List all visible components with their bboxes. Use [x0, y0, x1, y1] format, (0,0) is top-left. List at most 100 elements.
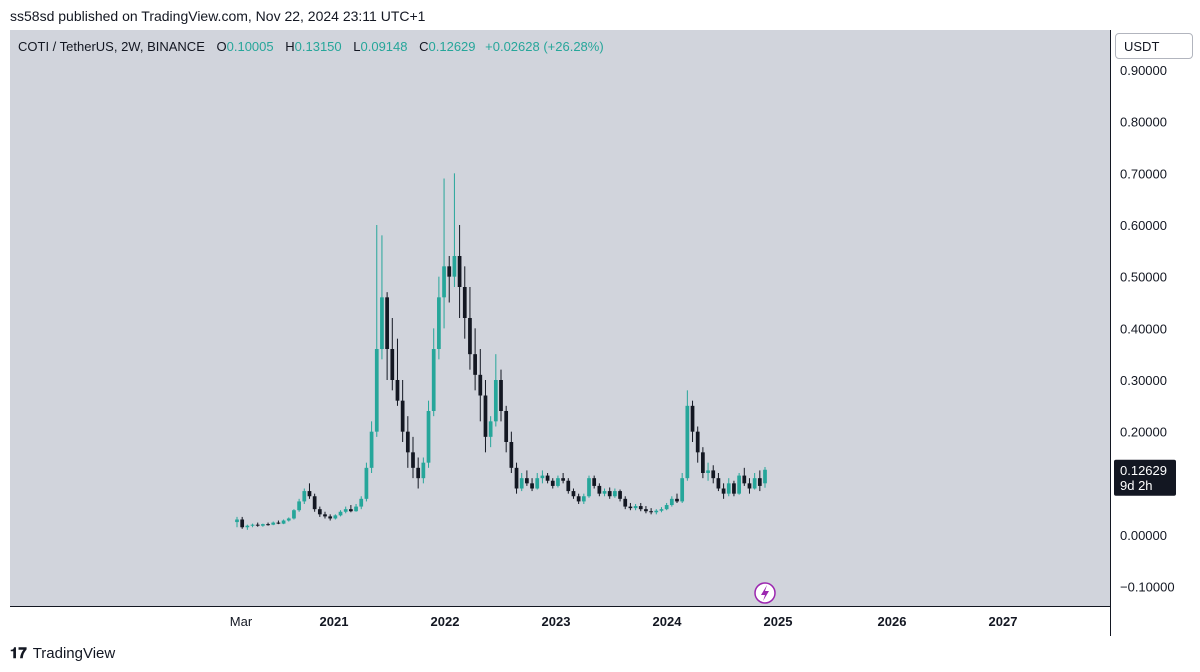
candle-body: [442, 266, 446, 298]
candle-body: [354, 506, 358, 512]
candle-body: [245, 525, 250, 528]
time-tick-label: 2022: [431, 614, 460, 629]
candle-body: [364, 467, 369, 499]
candle-body: [400, 400, 405, 432]
candle-body: [737, 475, 741, 494]
candle-body: [545, 475, 550, 481]
time-tick-label: Mar: [230, 614, 253, 629]
candle-body: [664, 505, 669, 510]
symbol-title: COTI / TetherUS, 2W, BINANCE: [18, 39, 205, 54]
candle-body: [695, 431, 700, 453]
candle-body: [530, 483, 534, 489]
price-tick-label: 0.30000: [1120, 373, 1167, 388]
candle-body: [669, 498, 674, 506]
candle-body: [240, 519, 245, 528]
candle-body: [292, 510, 296, 519]
symbol-legend: COTI / TetherUS, 2W, BINANCE O0.10005 H0…: [18, 39, 604, 54]
candle-body: [623, 498, 628, 507]
candle-body: [726, 483, 731, 494]
candle-body: [359, 498, 364, 507]
candle-body: [602, 491, 607, 494]
high-label: H: [285, 39, 295, 54]
candle-body: [597, 485, 602, 494]
candle-body: [519, 478, 524, 489]
candle-body: [312, 496, 317, 510]
price-tick-label: 0.80000: [1120, 115, 1167, 130]
candle-body: [525, 478, 529, 484]
candle-body: [462, 287, 467, 318]
change-value: +0.02628 (+26.28%): [485, 39, 604, 54]
candle-body: [333, 515, 338, 519]
currency-selector[interactable]: USDT: [1115, 33, 1193, 59]
price-tick-label: 0.60000: [1120, 218, 1167, 233]
time-tick-label: 2026: [878, 614, 907, 629]
candle-body: [380, 297, 384, 349]
price-axis[interactable]: [1110, 30, 1200, 606]
price-tick-label: 0.50000: [1120, 270, 1167, 285]
close-value: 0.12629: [428, 39, 476, 54]
candle-body: [644, 509, 648, 512]
price-tick-label: 0.70000: [1120, 166, 1167, 181]
brand-name: TradingView: [32, 645, 116, 662]
candle-body: [447, 266, 452, 277]
candle-body: [514, 467, 519, 489]
candle-body: [297, 501, 301, 511]
axis-corner: [1110, 606, 1200, 636]
candle-body: [638, 506, 643, 510]
candle-body: [752, 478, 757, 489]
time-tick-label: 2021: [320, 614, 349, 629]
candle-body: [235, 519, 239, 523]
candle-body: [680, 478, 685, 502]
candle-body: [509, 442, 514, 468]
candle-body: [390, 349, 395, 380]
candle-body: [323, 514, 327, 517]
attribution-text: ss58sd published on TradingView.com, Nov…: [10, 8, 426, 24]
candle-body: [395, 380, 400, 401]
candle-body: [411, 452, 415, 468]
candle-body: [421, 462, 426, 479]
candle-body: [711, 470, 716, 479]
candle-body: [374, 349, 379, 432]
candle-body: [452, 256, 457, 277]
candle-body: [592, 478, 597, 486]
price-tag-box: [1114, 459, 1176, 496]
candle-body: [385, 297, 389, 349]
candle-body: [659, 509, 664, 511]
open-label: O: [216, 39, 227, 54]
close-label: C: [419, 39, 429, 54]
candle-body: [281, 520, 286, 524]
candle-body: [685, 405, 690, 479]
candle-body: [478, 374, 483, 396]
tradingview-logo-icon: 𝟏𝟕: [10, 645, 27, 662]
candle-body: [276, 522, 281, 524]
candle-body: [317, 509, 322, 515]
candle-body: [757, 478, 762, 486]
footer-brand[interactable]: 𝟏𝟕 TradingView: [10, 645, 115, 662]
candle-body: [468, 318, 472, 355]
time-axis[interactable]: [10, 606, 1110, 637]
chart-pane[interactable]: [10, 30, 1110, 606]
candle-body: [716, 478, 721, 489]
candle-body: [266, 524, 270, 526]
candle-body: [349, 509, 353, 512]
candle-body: [328, 516, 333, 519]
candle-body: [742, 475, 747, 484]
candle-body: [255, 524, 260, 526]
price-tag-countdown: 9d 2h: [1120, 478, 1153, 493]
candle-body: [307, 491, 312, 497]
time-tick-label: 2023: [542, 614, 571, 629]
candle-body: [504, 411, 509, 442]
candle-body: [535, 478, 540, 489]
price-tick-label: 0.00000: [1120, 528, 1167, 543]
candle-body: [302, 491, 307, 502]
candle-body: [763, 469, 767, 484]
candle-body: [654, 510, 659, 513]
candle-body: [493, 380, 498, 422]
candle-body: [706, 470, 710, 473]
candle-body: [732, 483, 736, 494]
candle-body: [613, 491, 617, 497]
candle-body: [540, 475, 545, 479]
candle-body: [431, 349, 436, 411]
candle-body: [649, 511, 653, 513]
time-tick-label: 2027: [989, 614, 1018, 629]
